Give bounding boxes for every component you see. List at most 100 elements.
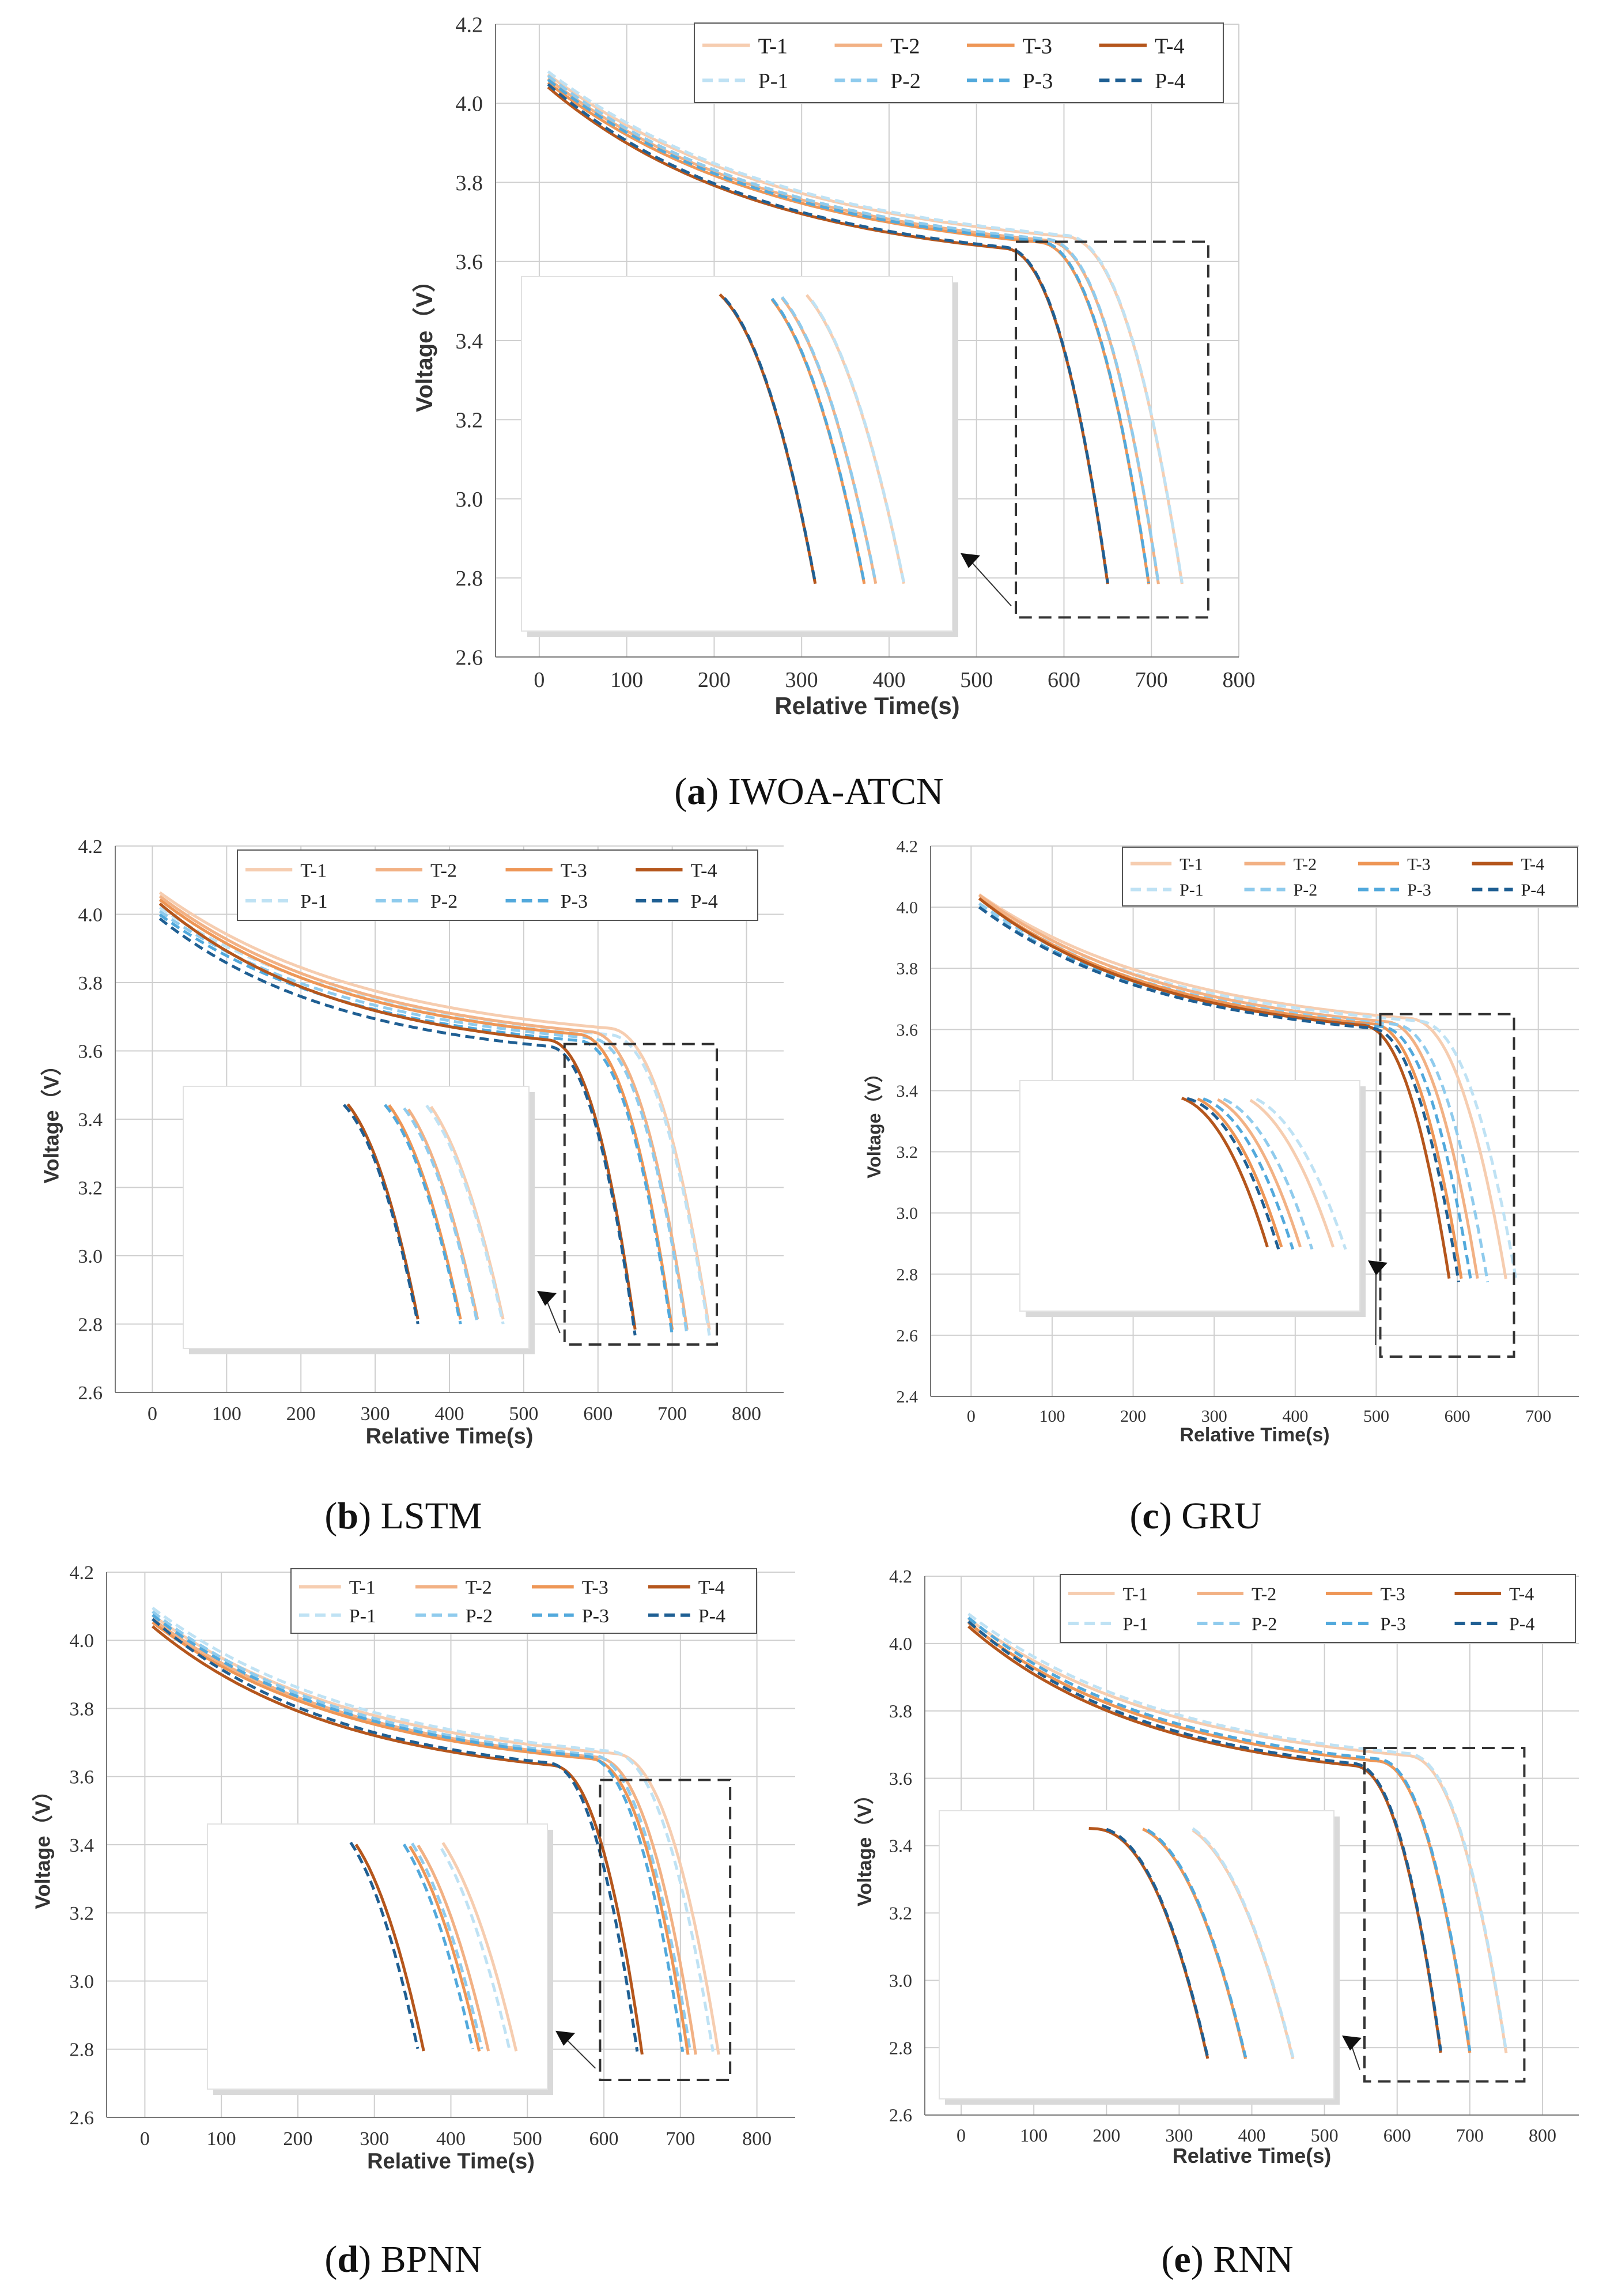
- zoom-inset: [521, 276, 953, 632]
- series-line-p-2: [547, 74, 1160, 583]
- inset-line-t-2: [1217, 1098, 1302, 1248]
- legend-label-p-1: P-1: [349, 1606, 376, 1627]
- y-tick-label: 3.2: [78, 1177, 103, 1199]
- x-tick-label: 400: [1238, 2125, 1266, 2146]
- zoom-region-box: [1015, 240, 1209, 619]
- zoom-region-box: [1363, 1747, 1526, 2083]
- zoom-arrow-head: [1342, 2036, 1362, 2050]
- x-tick-label: 300: [1201, 1407, 1227, 1426]
- inset-line-p-2: [403, 1107, 479, 1324]
- legend-box: [290, 1568, 757, 1634]
- y-tick-label: 3.6: [456, 250, 483, 274]
- series-line-t-4: [967, 1625, 1442, 2053]
- legend-label-p-1: P-1: [300, 891, 327, 912]
- x-tick-label: 700: [666, 2128, 695, 2150]
- y-tick-label: 2.6: [70, 2108, 94, 2129]
- caption-letter: b: [337, 1495, 358, 1537]
- zoom-arrow-head: [1368, 1260, 1388, 1275]
- legend-label-t-1: T-1: [1122, 1584, 1147, 1604]
- series-line-p-3: [547, 78, 1151, 583]
- legend-label-p-2: P-2: [466, 1606, 493, 1627]
- inset-line-t-4: [354, 1844, 425, 2052]
- chart-panel-d: 0 100 200 300 400 500 600 700 800 2.6 2.8 3.0 3.2 3.4…: [31, 1562, 795, 2280]
- legend-label-p-2: P-2: [890, 69, 921, 93]
- legend-box: [694, 22, 1224, 103]
- chart-panel-a: 0 100 200 300 400 500 600 700 800 2.6 2.8 3.0 3.2 3.4…: [412, 13, 1256, 813]
- legend-label-p-3: P-3: [561, 891, 588, 912]
- series-line-p-1: [152, 1606, 715, 2052]
- y-axis-label: Voltage（V）: [412, 269, 437, 412]
- caption-text: RNN: [1204, 2238, 1294, 2280]
- inset-line-t-2: [417, 1844, 490, 2052]
- y-tick-label: 4.0: [456, 92, 483, 116]
- zoom-arrow-head: [555, 2030, 575, 2046]
- inset-line-t-4: [1181, 1097, 1269, 1248]
- legend-label-t-3: T-3: [1023, 34, 1052, 58]
- inset-line-t-3: [1197, 1097, 1283, 1248]
- x-tick-label: 0: [140, 2128, 150, 2150]
- x-tick-label: 500: [1311, 2125, 1339, 2146]
- inset-line-p-1: [1256, 1097, 1347, 1250]
- inset-line-t-4: [346, 1103, 419, 1320]
- y-axis-label: Voltage（V）: [864, 1064, 884, 1179]
- series-line-t-4: [978, 897, 1451, 1279]
- y-tick-label: 2.8: [897, 1265, 918, 1284]
- panel-caption: (a) IWOA-ATCN: [674, 771, 943, 813]
- y-tick-label: 3.4: [897, 1082, 918, 1101]
- legend-label-t-3: T-3: [582, 1577, 608, 1599]
- x-tick-label: 200: [286, 1403, 316, 1425]
- y-tick-label: 3.0: [897, 1204, 918, 1223]
- y-tick-label: 3.4: [456, 329, 483, 353]
- legend-label-p-3: P-3: [1380, 1613, 1405, 1634]
- legend-label-p-1: P-1: [1122, 1613, 1148, 1634]
- x-tick-label: 700: [657, 1403, 687, 1425]
- x-tick-label: 400: [436, 2128, 466, 2150]
- inset-line-p-3: [1147, 1829, 1247, 2058]
- series-line-p-2: [152, 1610, 692, 2052]
- y-tick-label: 3.8: [70, 1698, 94, 1720]
- series-line-p-3: [152, 1614, 685, 2052]
- caption-paren-open: (: [1129, 1495, 1142, 1537]
- inset-line-p-4: [342, 1104, 419, 1324]
- inset-line-p-1: [1192, 1827, 1295, 2058]
- caption-paren-open: (: [324, 2238, 337, 2280]
- legend-label-t-3: T-3: [1380, 1584, 1405, 1604]
- x-tick-label: 100: [1020, 2125, 1048, 2146]
- caption-paren-close: ): [1159, 1495, 1172, 1537]
- zoom-arrow-line: [563, 2036, 596, 2069]
- chart-panel-e: 0 100 200 300 400 500 600 700 800 2.6 2.8 3.0 3.2 3.4…: [853, 1566, 1579, 2280]
- x-tick-label: 0: [534, 668, 545, 692]
- y-tick-label: 2.6: [889, 2105, 912, 2125]
- legend-label-t-2: T-2: [430, 860, 457, 881]
- legend-label-t-3: T-3: [561, 860, 587, 881]
- y-tick-label: 4.0: [889, 1633, 912, 1654]
- y-tick-label: 2.8: [456, 567, 483, 591]
- series-line-t-1: [158, 891, 711, 1330]
- y-tick-label: 3.8: [889, 1701, 912, 1721]
- x-tick-label: 800: [732, 1403, 761, 1425]
- legend-label-p-4: P-4: [1509, 1613, 1534, 1634]
- y-tick-label: 4.0: [70, 1630, 94, 1652]
- inset-line-p-1: [811, 300, 906, 583]
- zoom-inset: [939, 1810, 1335, 2099]
- legend-label-t-1: T-1: [1180, 855, 1203, 874]
- chart-panel-b: 0 100 200 300 400 500 600 700 800 2.6 2.8 3.0 3.2 3.4…: [39, 836, 784, 1537]
- x-tick-label: 200: [698, 668, 731, 692]
- zoom-region-box: [563, 1043, 718, 1346]
- series-line-p-4: [967, 1620, 1442, 2051]
- series-line-t-3: [158, 898, 674, 1330]
- x-tick-label: 800: [742, 2128, 772, 2150]
- inset-line-p-2: [781, 296, 878, 583]
- caption-text: GRU: [1172, 1495, 1262, 1537]
- zoom-inset: [183, 1086, 530, 1349]
- series-line-t-1: [978, 893, 1507, 1279]
- caption-paren-open: (: [1161, 2238, 1174, 2280]
- x-axis-label: Relative Time(s): [1173, 2144, 1331, 2167]
- caption-paren-close: ): [706, 771, 719, 813]
- inset-line-p-2: [1223, 1097, 1314, 1250]
- y-tick-label: 4.2: [897, 837, 918, 856]
- caption-text: IWOA-ATCN: [719, 771, 943, 813]
- caption-paren-close: ): [358, 1495, 371, 1537]
- legend-label-p-4: P-4: [1521, 881, 1545, 900]
